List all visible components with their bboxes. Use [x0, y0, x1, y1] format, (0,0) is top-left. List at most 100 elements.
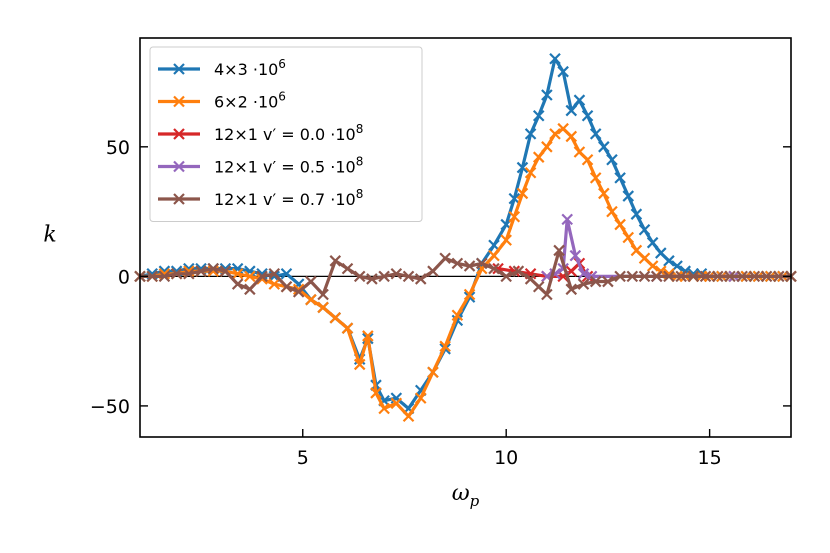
- data-point: [589, 172, 602, 184]
- x-tick-label: 15: [698, 447, 722, 469]
- x-tick-label: 5: [297, 447, 309, 469]
- data-point: [341, 322, 354, 334]
- legend-label: 12×1 v′ = 0.5 ·108: [214, 155, 363, 177]
- data-point: [317, 288, 329, 301]
- legend-entry: 6×2 ·106: [158, 90, 286, 112]
- data-point: [366, 273, 378, 285]
- data-point: [598, 141, 610, 153]
- legend-label: 12×1 v′ = 0.7 ·108: [214, 187, 363, 209]
- data-point: [362, 330, 374, 342]
- data-point: [329, 312, 342, 324]
- data-point: [565, 130, 578, 143]
- data-point: [516, 161, 529, 174]
- data-point: [268, 278, 281, 290]
- data-point: [663, 270, 675, 283]
- data-point: [638, 223, 651, 236]
- data-point: [414, 273, 427, 285]
- data-point: [565, 283, 578, 296]
- data-point: [541, 89, 553, 101]
- data-point: [402, 270, 415, 283]
- x-tick-label: 10: [494, 447, 518, 469]
- legend: 4×3 ·106 6×2 ·106 12×1 v′ = 0.0 ·108 12×1 v…: [149, 46, 423, 222]
- legend-marker: [173, 193, 185, 205]
- data-point: [622, 231, 635, 244]
- data-point: [378, 402, 390, 415]
- data-point: [699, 270, 712, 283]
- x-axis-label: ωp: [452, 481, 480, 510]
- data-point: [630, 208, 643, 220]
- data-point: [370, 387, 382, 399]
- data-point: [736, 270, 748, 283]
- data-point: [577, 267, 590, 280]
- legend-label: 6×2 ·106: [214, 90, 286, 112]
- data-point: [292, 283, 305, 296]
- y-tick-label: −50: [90, 396, 130, 418]
- legend-marker: [173, 128, 185, 140]
- data-point: [268, 267, 281, 280]
- data-point: [488, 249, 500, 262]
- data-point: [231, 278, 244, 290]
- data-point: [451, 309, 464, 322]
- data-point: [541, 141, 553, 153]
- data-point: [577, 278, 590, 290]
- plot-frame: [139, 37, 792, 438]
- legend-label: 4×3 ·106: [214, 57, 286, 79]
- data-point: [532, 151, 545, 163]
- data-point: [353, 270, 366, 283]
- data-point: [557, 65, 569, 78]
- data-point: [614, 218, 626, 231]
- data-point: [602, 275, 614, 288]
- data-point: [724, 270, 736, 283]
- series-layer: [134, 52, 797, 423]
- data-point: [553, 244, 565, 257]
- y-axis-label: k: [43, 223, 56, 248]
- data-point: [614, 270, 626, 283]
- data-point: [549, 128, 561, 140]
- legend-marker: [173, 63, 185, 75]
- axis-ticks: 5 10 15 −50 0 50: [90, 137, 791, 469]
- data-point: [280, 267, 293, 280]
- data-point: [760, 270, 773, 283]
- data-point: [606, 153, 618, 166]
- data-point: [463, 288, 476, 301]
- data-point: [488, 239, 500, 252]
- legend-marker: [173, 160, 185, 173]
- data-point: [244, 283, 256, 296]
- data-point: [549, 52, 561, 65]
- data-point: [231, 267, 244, 280]
- y-tick-label: 0: [118, 266, 130, 288]
- data-point: [573, 94, 586, 106]
- legend-box: [149, 46, 423, 222]
- data-point: [748, 270, 761, 283]
- data-point: [626, 270, 639, 283]
- data-point: [280, 280, 293, 293]
- data-point: [439, 252, 451, 265]
- data-point: [541, 288, 553, 301]
- data-point: [402, 410, 415, 423]
- data-point: [773, 270, 785, 283]
- data-point: [565, 104, 578, 117]
- y-tick-label: 50: [106, 137, 130, 159]
- data-point: [581, 109, 594, 122]
- data-point: [329, 255, 342, 267]
- data-point: [646, 260, 659, 272]
- legend-entry: 12×1 v′ = 0.0 ·108: [158, 122, 363, 144]
- data-point: [488, 262, 500, 275]
- data-point: [524, 128, 537, 140]
- legend-entry: 4×3 ·106: [158, 57, 286, 79]
- data-point: [581, 153, 594, 166]
- data-point: [569, 249, 582, 262]
- data-point: [183, 267, 195, 280]
- legend-entry: 12×1 v′ = 0.5 ·108: [158, 155, 363, 177]
- data-point: [663, 255, 675, 267]
- data-point: [524, 166, 537, 179]
- data-point: [532, 109, 545, 122]
- data-point: [427, 265, 439, 277]
- data-point: [463, 260, 476, 272]
- data-point: [439, 340, 451, 353]
- data-point: [170, 267, 183, 280]
- data-point: [589, 128, 602, 140]
- data-point: [687, 270, 700, 283]
- data-point: [146, 270, 158, 283]
